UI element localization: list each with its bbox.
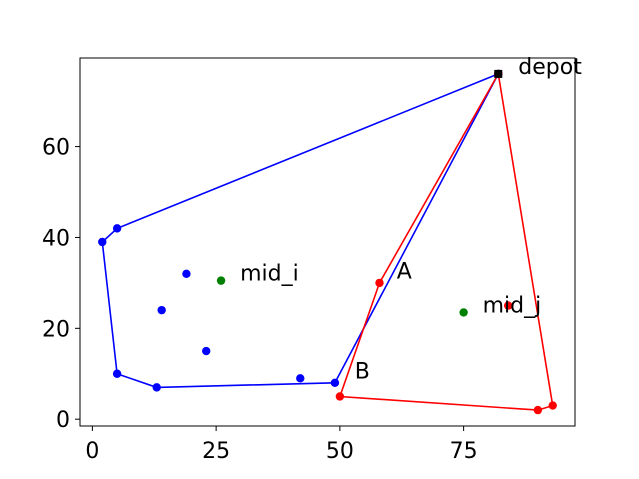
route-point [330,378,340,388]
depot-marker [494,69,503,78]
route-point [533,405,543,415]
route-point [296,374,305,383]
y-tick-label: 20 [42,317,70,342]
x-tick-label: 75 [450,439,478,464]
route-point [375,278,384,288]
point-annotation-A: A [397,259,412,284]
route-point [548,401,557,410]
y-tick-label: 0 [56,408,70,433]
point-annotation-B: B [355,359,370,384]
x-tick-label: 50 [326,439,354,464]
midpoint-label-2: mid_j [483,293,542,318]
route-point [152,383,161,392]
midpoint-marker [216,276,226,285]
route-point [112,369,122,378]
plot-frame [79,57,576,427]
route-point [202,346,211,356]
route-point [182,269,191,279]
route-lines [101,73,554,411]
depot-label: depot [518,55,582,80]
route-point [112,224,122,233]
midpoint-label-1: mid_i [240,262,299,287]
midpoint-marker [459,308,468,317]
x-tick-label: 25 [202,439,230,464]
data-points [98,69,557,415]
route-line-1 [101,73,500,389]
y-tick-label: 40 [42,226,70,251]
y-tick-label: 60 [42,136,70,161]
annotations: depot mid_i mid_j A B [240,55,582,384]
route-point [98,237,107,247]
axis-ticks: 0 25 50 75 0 20 40 60 [42,136,478,464]
route-point [335,392,345,401]
x-tick-label: 0 [85,439,99,464]
route-point [503,301,513,310]
route-point [157,305,166,315]
route-line-2 [338,73,554,411]
